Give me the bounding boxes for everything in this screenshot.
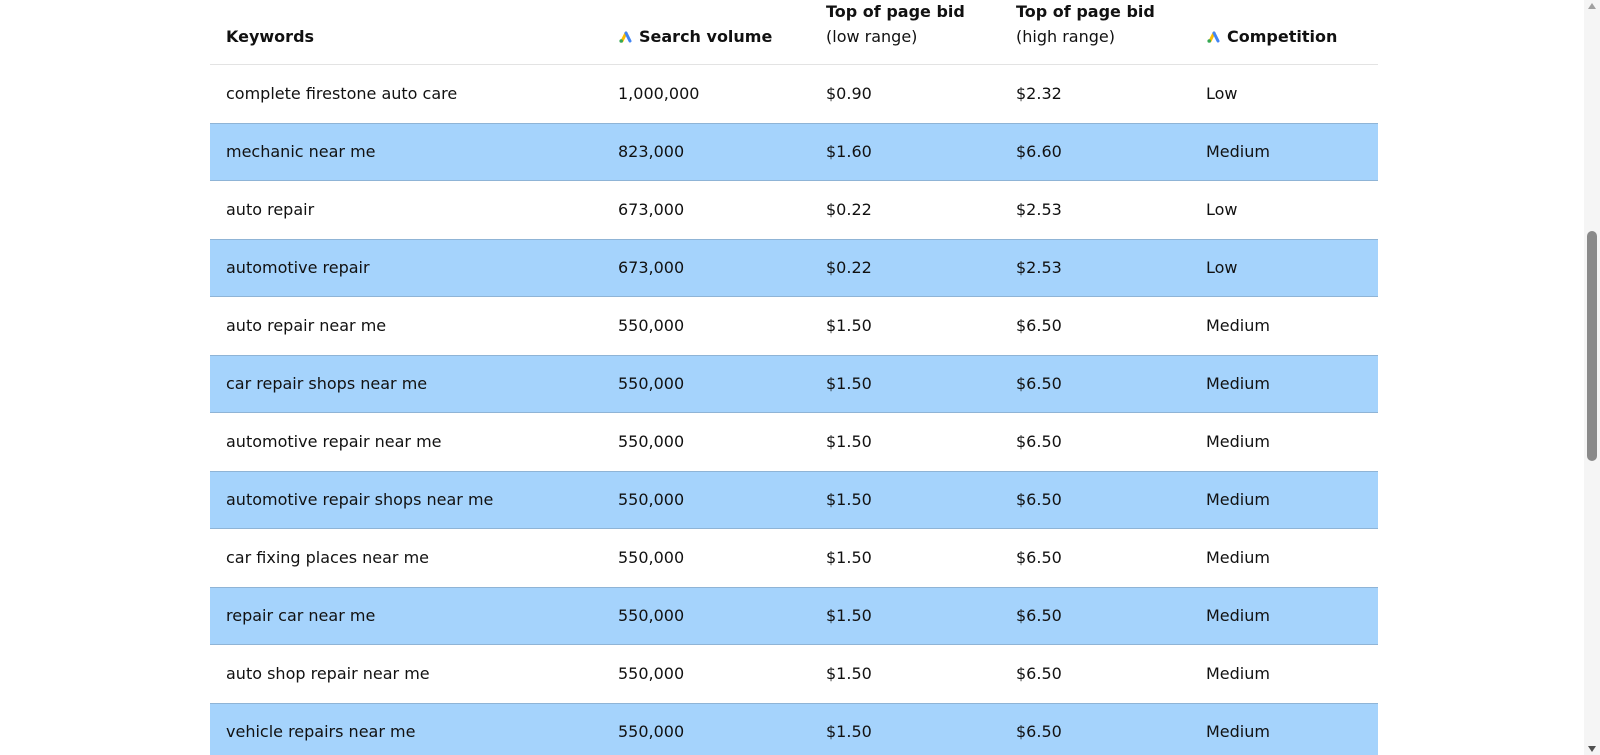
cell-search-volume: 550,000 (618, 374, 685, 393)
cell-bid-high: $6.50 (1016, 374, 1062, 393)
cell-keyword: auto shop repair near me (226, 664, 430, 683)
table-row: vehicle repairs near me 550,000 $1.50 $6.50… (210, 703, 1378, 755)
cell-keyword: automotive repair (226, 258, 370, 277)
table-row: automotive repair shops near me 550,000 $1… (210, 471, 1378, 529)
cell-competition: Low (1206, 84, 1238, 103)
cell-bid-high: $6.50 (1016, 316, 1062, 335)
cell-competition: Medium (1206, 548, 1270, 567)
cell-keyword: automotive repair near me (226, 432, 442, 451)
cell-competition: Medium (1206, 374, 1270, 393)
table-body: complete firestone auto care 1,000,000 $0.… (210, 65, 1378, 755)
scroll-up-arrow-icon[interactable] (1588, 3, 1596, 9)
cell-bid-high: $6.50 (1016, 606, 1062, 625)
vertical-scrollbar[interactable] (1584, 0, 1600, 755)
cell-bid-low: $1.50 (826, 432, 872, 451)
cell-bid-low: $1.50 (826, 664, 872, 683)
table-row: complete firestone auto care 1,000,000 $0.… (210, 65, 1378, 123)
cell-search-volume: 673,000 (618, 258, 685, 277)
table-row: car fixing places near me 550,000 $1.50 $6.… (210, 529, 1378, 587)
header-bid-high: Top of page bid (high range) (1016, 0, 1155, 49)
scroll-thumb[interactable] (1587, 231, 1597, 461)
cell-bid-low: $1.50 (826, 316, 872, 335)
cell-search-volume: 673,000 (618, 200, 685, 219)
cell-competition: Medium (1206, 316, 1270, 335)
header-bid-high-sub: (high range) (1016, 27, 1115, 46)
cell-keyword: complete firestone auto care (226, 84, 458, 103)
header-bid-low-sub: (low range) (826, 27, 918, 46)
cell-bid-low: $1.50 (826, 490, 872, 509)
cell-keyword: repair car near me (226, 606, 376, 625)
table-row: mechanic near me 823,000 $1.60 $6.60 Medium (210, 123, 1378, 181)
header-competition-label: Competition (1227, 27, 1338, 46)
keyword-table: Keywords Search volume Top of page bid (… (210, 0, 1378, 755)
cell-keyword: mechanic near me (226, 142, 376, 161)
cell-search-volume: 550,000 (618, 664, 685, 683)
cell-competition: Medium (1206, 722, 1270, 741)
header-competition: Competition (1206, 24, 1337, 49)
header-bid-high-title: Top of page bid (1016, 2, 1155, 21)
scroll-down-arrow-icon[interactable] (1588, 746, 1596, 752)
cell-bid-low: $1.50 (826, 374, 872, 393)
cell-search-volume: 550,000 (618, 432, 685, 451)
cell-bid-high: $6.50 (1016, 432, 1062, 451)
cell-search-volume: 1,000,000 (618, 84, 700, 103)
cell-competition: Medium (1206, 142, 1270, 161)
cell-keyword: automotive repair shops near me (226, 490, 494, 509)
cell-bid-high: $2.53 (1016, 200, 1062, 219)
cell-competition: Low (1206, 258, 1238, 277)
cell-bid-low: $1.50 (826, 548, 872, 567)
table-row: automotive repair near me 550,000 $1.50 $6.… (210, 413, 1378, 471)
cell-competition: Medium (1206, 490, 1270, 509)
cell-keyword: car fixing places near me (226, 548, 429, 567)
cell-competition: Low (1206, 200, 1238, 219)
header-bid-low: Top of page bid (low range) (826, 0, 965, 49)
cell-competition: Medium (1206, 432, 1270, 451)
table-row: auto repair 673,000 $0.22 $2.53 Low (210, 181, 1378, 239)
header-search-volume: Search volume (618, 24, 772, 49)
cell-keyword: vehicle repairs near me (226, 722, 416, 741)
cell-bid-low: $0.90 (826, 84, 872, 103)
cell-search-volume: 550,000 (618, 490, 685, 509)
cell-bid-low: $0.22 (826, 258, 872, 277)
cell-bid-low: $1.50 (826, 722, 872, 741)
cell-keyword: auto repair near me (226, 316, 387, 335)
header-bid-low-title: Top of page bid (826, 2, 965, 21)
google-ads-logo-icon (619, 31, 632, 43)
cell-bid-low: $1.50 (826, 606, 872, 625)
table-row: auto repair near me 550,000 $1.50 $6.50 Medi… (210, 297, 1378, 355)
header-search-volume-label: Search volume (639, 27, 773, 46)
table-header: Keywords Search volume Top of page bid (… (210, 0, 1378, 65)
table-row: car repair shops near me 550,000 $1.50 $6.5… (210, 355, 1378, 413)
cell-bid-high: $6.50 (1016, 548, 1062, 567)
cell-bid-low: $1.60 (826, 142, 872, 161)
cell-bid-high: $6.50 (1016, 664, 1062, 683)
table-row: automotive repair 673,000 $0.22 $2.53 Low (210, 239, 1378, 297)
cell-keyword: car repair shops near me (226, 374, 428, 393)
cell-search-volume: 550,000 (618, 722, 685, 741)
cell-search-volume: 550,000 (618, 548, 685, 567)
cell-competition: Medium (1206, 606, 1270, 625)
cell-search-volume: 823,000 (618, 142, 685, 161)
cell-bid-high: $6.60 (1016, 142, 1062, 161)
cell-search-volume: 550,000 (618, 606, 685, 625)
cell-competition: Medium (1206, 664, 1270, 683)
table-row: repair car near me 550,000 $1.50 $6.50 Mediu… (210, 587, 1378, 645)
table-row: auto shop repair near me 550,000 $1.50 $6.5… (210, 645, 1378, 703)
cell-bid-high: $6.50 (1016, 722, 1062, 741)
cell-bid-low: $0.22 (826, 200, 872, 219)
header-keywords: Keywords (226, 27, 315, 46)
cell-keyword: auto repair (226, 200, 315, 219)
google-ads-logo-icon (1207, 31, 1220, 43)
cell-bid-high: $6.50 (1016, 490, 1062, 509)
cell-bid-high: $2.53 (1016, 258, 1062, 277)
cell-bid-high: $2.32 (1016, 84, 1062, 103)
cell-search-volume: 550,000 (618, 316, 685, 335)
